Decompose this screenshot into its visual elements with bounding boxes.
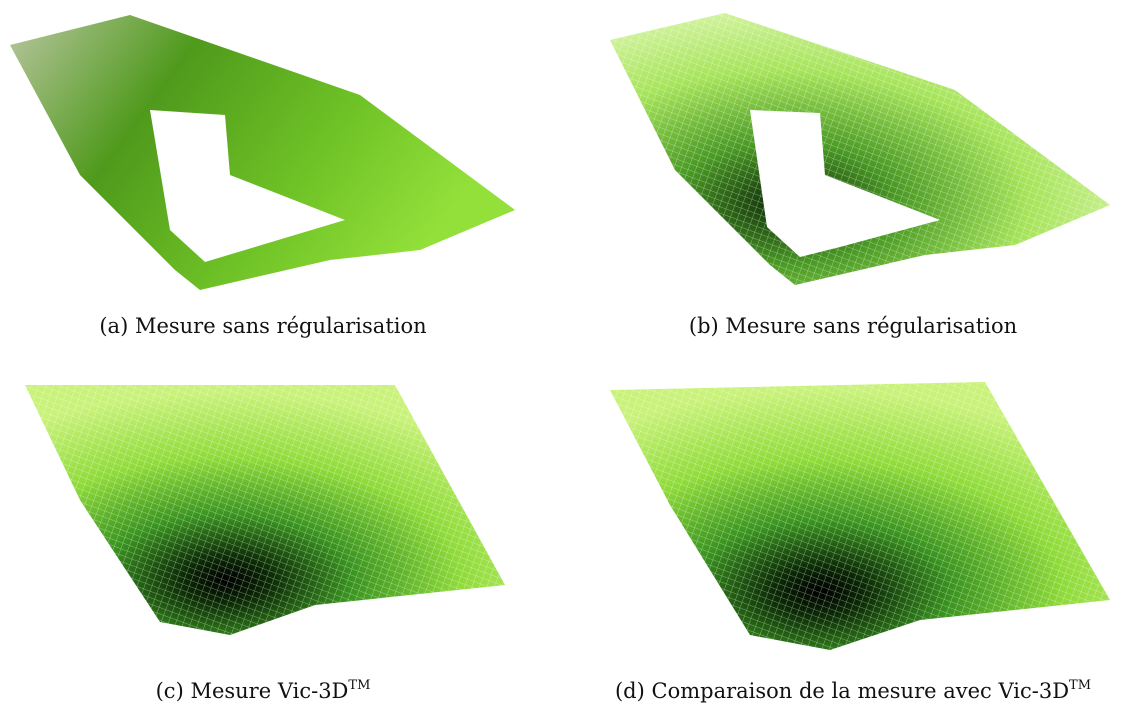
mesh-a: [10, 15, 515, 290]
caption: (d) Comparaison de la mesure avec Vic-3D…: [615, 678, 1091, 703]
caption-label: (d): [614, 679, 645, 703]
mesh-d: [610, 382, 1110, 650]
caption-text: Mesure sans régularisation: [725, 314, 1018, 338]
caption-label: (a): [99, 314, 129, 338]
caption-label: (b): [688, 314, 719, 338]
caption-text: Comparaison de la mesure avec Vic-3D: [651, 679, 1070, 703]
mesh-b: [610, 13, 1110, 285]
caption-text: Mesure Vic-3D: [190, 679, 349, 703]
caption-superscript: TM: [1069, 678, 1092, 693]
mesh-c: [25, 385, 505, 635]
caption: (b) Mesure sans régularisation: [689, 314, 1017, 338]
caption: (a) Mesure sans régularisation: [99, 314, 426, 338]
caption-text: Mesure sans régularisation: [134, 314, 427, 338]
caption-label: (c): [155, 679, 184, 703]
caption-superscript: TM: [348, 678, 371, 693]
caption: (c) Mesure Vic-3DTM: [156, 678, 371, 703]
